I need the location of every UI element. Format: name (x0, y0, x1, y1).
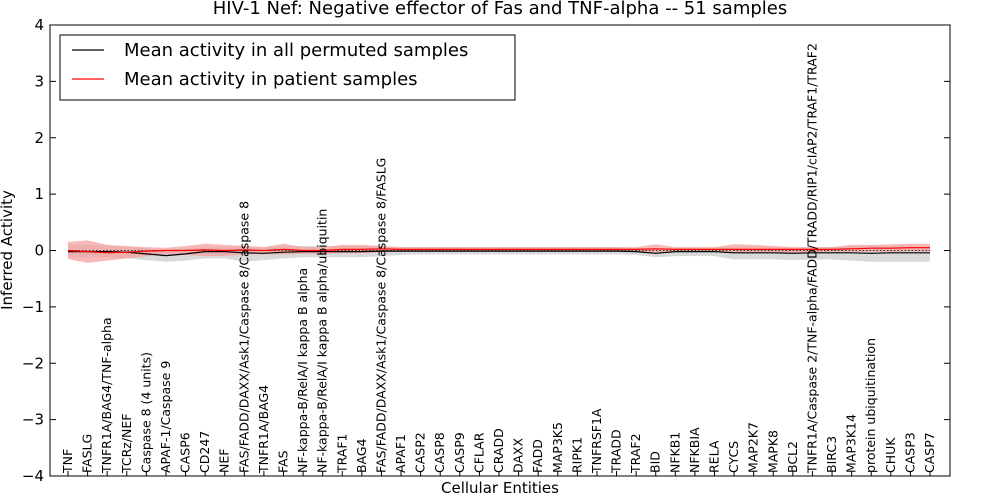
chart-title: HIV-1 Nef: Negative effector of Fas and … (213, 0, 788, 19)
x-category-label-20: CASP9 (452, 432, 467, 473)
y-axis-ticks: −4 −3 −2 −1 0 1 2 3 4 (22, 16, 950, 485)
x-category-label-3: TCRz/NEF (119, 413, 134, 474)
x-category-label-21: CFLAR (471, 432, 486, 473)
x-category-label-15: BAG4 (354, 438, 369, 473)
series-lines (67, 247, 930, 257)
x-category-label-41: protein ubiquitination (863, 338, 878, 473)
x-category-label-27: TNFRSF1A (589, 408, 604, 474)
y-tick-label-2: −2 (22, 354, 44, 372)
x-category-label-8: NEF (217, 449, 232, 473)
y-tick-label-8: 4 (34, 16, 44, 34)
x-category-label-33: RELA (707, 440, 722, 473)
x-axis-category-labels: TNF FASLG TNFR1A/BAG4/TNF-alpha TCRz/NEF Cas… (60, 43, 937, 476)
x-category-label-29: TRAF2 (628, 433, 643, 474)
y-tick-label-3: −1 (22, 298, 44, 316)
legend: Mean activity in all permuted samples Me… (59, 34, 516, 101)
x-category-label-1: FASLG (80, 434, 95, 473)
series-line-1 (67, 247, 930, 254)
x-category-label-18: CASP2 (413, 432, 428, 473)
y-tick-label-5: 1 (34, 185, 44, 203)
band-series-1 (68, 240, 930, 263)
x-category-label-43: CASP3 (902, 432, 917, 473)
x-category-label-5: APAF-1/Caspase 9 (158, 361, 173, 473)
x-category-label-24: FADD (530, 439, 545, 473)
x-category-label-14: TRAF1 (334, 434, 349, 475)
y-tick-label-1: −3 (22, 411, 44, 429)
x-category-label-34: CYCS (726, 441, 741, 473)
x-category-label-11: FAS (276, 450, 291, 473)
x-axis-title: Cellular Entities (441, 479, 559, 497)
x-category-label-30: BID (648, 451, 663, 473)
x-category-label-31: NFKB1 (667, 432, 682, 473)
x-category-label-0: TNF (60, 449, 75, 474)
x-category-label-4: Caspase 8 (4 units) (138, 352, 153, 473)
x-category-label-35: MAP2K7 (746, 422, 761, 473)
x-category-label-39: BIRC3 (824, 436, 839, 473)
x-category-label-38: TNFR1A/Caspase 2/TNF-alpha/FADD/TRADD/RI… (805, 43, 820, 474)
x-category-label-2: TNFR1A/BAG4/TNF-alpha (99, 317, 114, 474)
x-category-label-23: DAXX (511, 437, 526, 473)
x-category-label-17: APAF1 (393, 434, 408, 473)
x-category-label-10: TNFR1A/BAG4 (256, 385, 271, 474)
y-tick-label-0: −4 (22, 467, 44, 485)
x-category-label-25: MAP3K5 (550, 422, 565, 473)
x-category-label-12: NF-kappa-B/RelA/I kappa B alpha (295, 268, 310, 473)
y-tick-label-4: 0 (34, 242, 44, 260)
legend-label-patient: Mean activity in patient samples (124, 69, 418, 90)
x-category-label-7: CD247 (197, 431, 212, 473)
x-category-label-42: CHUK (883, 437, 898, 473)
x-category-label-44: CASP7 (922, 432, 937, 473)
y-axis-title: Inferred Activity (0, 190, 16, 310)
x-category-label-19: CASP8 (432, 432, 447, 473)
x-category-label-37: BCL2 (785, 441, 800, 473)
x-category-label-9: FAS/FADD/DAXX/Ask1/Caspase 8/Caspase 8 (236, 201, 251, 473)
x-category-label-16: FAS/FADD/DAXX/Ask1/Caspase 8/Caspase 8/F… (374, 158, 389, 473)
series-line-0 (68, 250, 930, 257)
x-category-label-13: NF-kappa-B/RelA/I kappa B alpha/ubiquiti… (315, 209, 330, 473)
x-category-label-32: NFKBIA (687, 427, 702, 473)
x-category-label-40: MAP3K14 (844, 414, 859, 473)
legend-box (59, 34, 516, 101)
x-category-label-22: CRADD (491, 428, 506, 473)
y-tick-label-7: 3 (34, 72, 44, 90)
y-tick-label-6: 2 (34, 129, 44, 147)
x-category-label-26: RIPK1 (569, 437, 584, 473)
legend-label-permuted: Mean activity in all permuted samples (124, 40, 468, 61)
x-category-label-28: TRADD (609, 429, 624, 474)
plot-area (49, 24, 951, 477)
x-category-label-36: MAPK8 (765, 430, 780, 473)
x-category-label-6: CASP6 (178, 432, 193, 473)
